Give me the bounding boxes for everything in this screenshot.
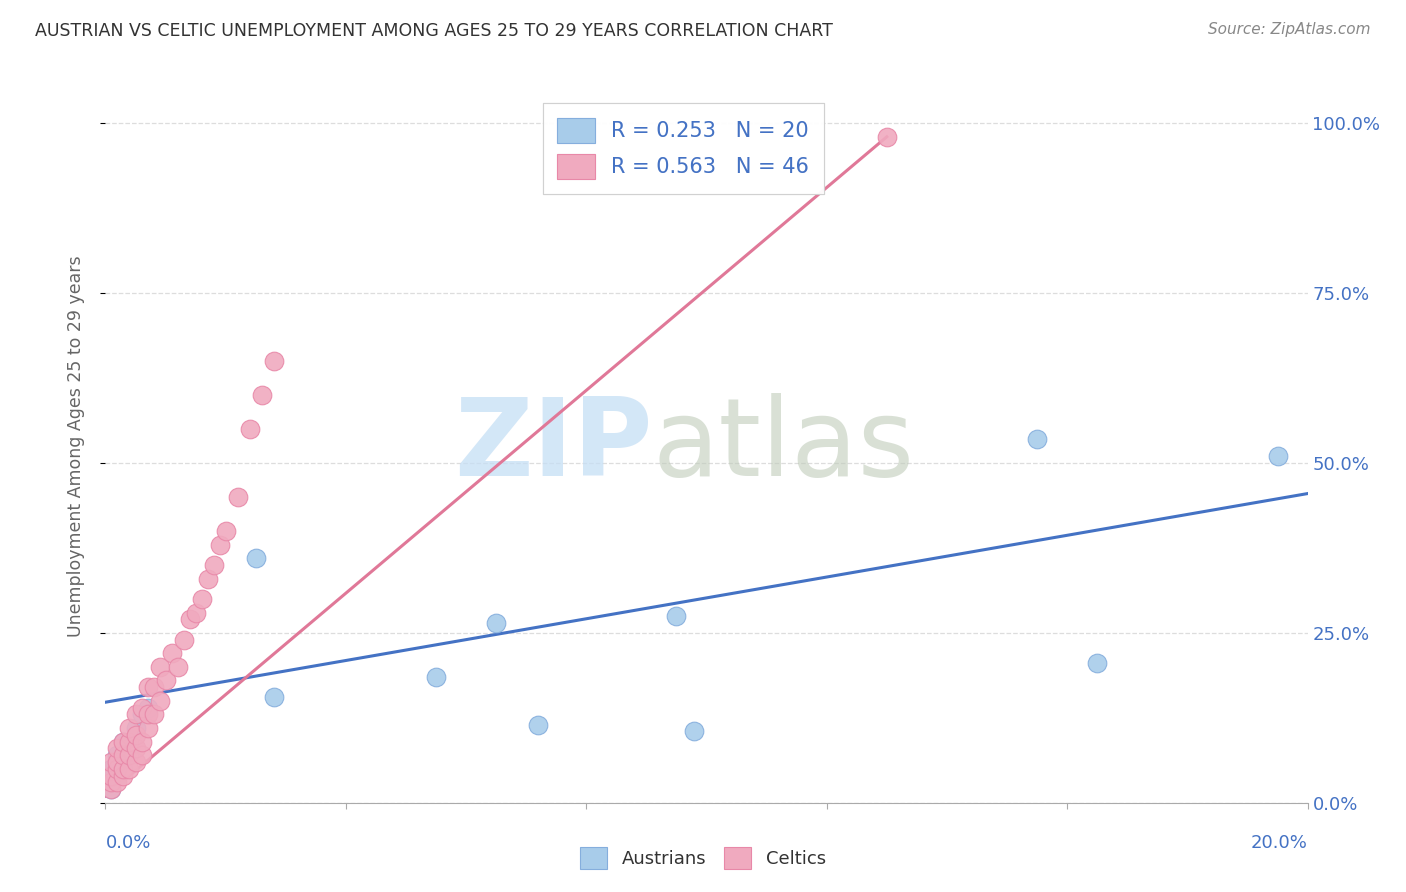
Point — [142, 707, 165, 722]
Point — [118, 741, 141, 756]
Point — [100, 755, 122, 769]
Text: AUSTRIAN VS CELTIC UNEMPLOYMENT AMONG AGES 25 TO 29 YEARS CORRELATION CHART: AUSTRIAN VS CELTIC UNEMPLOYMENT AMONG AG… — [35, 22, 832, 40]
Text: 0.0%: 0.0% — [105, 834, 150, 852]
Point — [100, 769, 122, 783]
Point — [124, 741, 146, 756]
Point — [202, 558, 225, 572]
Point — [876, 129, 898, 144]
Point — [112, 734, 135, 748]
Point — [1085, 657, 1108, 671]
Point — [131, 734, 153, 748]
Point — [665, 608, 688, 623]
Point — [112, 769, 135, 783]
Point — [124, 707, 146, 722]
Point — [148, 694, 170, 708]
Point — [118, 762, 141, 776]
Point — [166, 660, 188, 674]
Text: atlas: atlas — [652, 393, 914, 499]
Point — [118, 748, 141, 763]
Point — [239, 422, 262, 436]
Point — [1026, 432, 1049, 446]
Point — [527, 717, 550, 731]
Point — [250, 388, 273, 402]
Point — [1267, 449, 1289, 463]
Point — [124, 755, 146, 769]
Point — [107, 775, 129, 789]
Point — [208, 537, 231, 551]
Point — [136, 680, 159, 694]
Point — [118, 721, 141, 735]
Text: Source: ZipAtlas.com: Source: ZipAtlas.com — [1208, 22, 1371, 37]
Point — [100, 782, 122, 797]
Point — [263, 690, 285, 705]
Point — [190, 591, 212, 606]
Point — [136, 707, 159, 722]
Legend: R = 0.253   N = 20, R = 0.563   N = 46: R = 0.253 N = 20, R = 0.563 N = 46 — [543, 103, 824, 194]
Point — [263, 354, 285, 368]
Point — [425, 670, 447, 684]
Point — [112, 762, 135, 776]
Point — [131, 707, 153, 722]
Point — [100, 775, 122, 789]
Point — [136, 700, 159, 714]
Point — [485, 615, 508, 630]
Point — [112, 748, 135, 763]
Point — [245, 551, 267, 566]
Point — [683, 724, 706, 739]
Point — [107, 741, 129, 756]
Point — [155, 673, 177, 688]
Point — [179, 612, 201, 626]
Point — [107, 755, 129, 769]
Point — [173, 632, 195, 647]
Point — [100, 762, 122, 776]
Y-axis label: Unemployment Among Ages 25 to 29 years: Unemployment Among Ages 25 to 29 years — [66, 255, 84, 637]
Point — [107, 748, 129, 763]
Point — [112, 755, 135, 769]
Text: 20.0%: 20.0% — [1251, 834, 1308, 852]
Point — [136, 721, 159, 735]
Point — [124, 721, 146, 735]
Point — [184, 606, 207, 620]
Point — [107, 769, 129, 783]
Point — [124, 728, 146, 742]
Point — [226, 490, 249, 504]
Point — [160, 646, 183, 660]
Point — [112, 734, 135, 748]
Point — [148, 660, 170, 674]
Point — [107, 762, 129, 776]
Point — [142, 680, 165, 694]
Legend: Austrians, Celtics: Austrians, Celtics — [572, 839, 834, 876]
Point — [131, 748, 153, 763]
Text: ZIP: ZIP — [454, 393, 652, 499]
Point — [131, 700, 153, 714]
Point — [118, 734, 141, 748]
Point — [214, 524, 236, 538]
Point — [100, 782, 122, 797]
Point — [197, 572, 219, 586]
